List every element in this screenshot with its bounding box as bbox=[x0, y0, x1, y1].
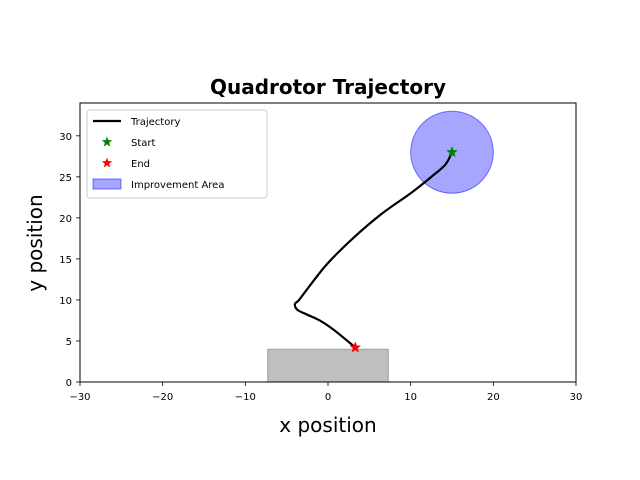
x-tick-label: 10 bbox=[404, 392, 417, 403]
legend-label: End bbox=[131, 159, 150, 170]
y-tick-label: 0 bbox=[66, 378, 72, 389]
chart-title: Quadrotor Trajectory bbox=[210, 75, 446, 99]
y-tick-label: 10 bbox=[59, 296, 72, 307]
y-axis-title: y position bbox=[23, 194, 47, 291]
y-tick-label: 15 bbox=[59, 255, 72, 266]
legend-label: Start bbox=[131, 138, 156, 149]
end-marker bbox=[349, 341, 362, 353]
y-tick-label: 25 bbox=[59, 173, 72, 184]
x-tick-label: 0 bbox=[325, 392, 331, 403]
legend-frame bbox=[86, 109, 268, 199]
legend: Trajectory Start End Improvement Area bbox=[86, 109, 268, 199]
trajectory-line-0 bbox=[293, 151, 453, 349]
x-axis-title: x position bbox=[279, 413, 376, 437]
x-tick-label: −20 bbox=[152, 392, 173, 403]
start-marker bbox=[446, 146, 458, 158]
obstacle-region-1 bbox=[267, 348, 389, 382]
y-tick-label: 20 bbox=[59, 214, 72, 225]
y-tick-label: 30 bbox=[59, 132, 72, 143]
legend-label: Trajectory bbox=[130, 117, 180, 128]
legend-start-swatch bbox=[101, 136, 113, 147]
x-tick-label: 30 bbox=[570, 392, 583, 403]
x-tick-label: 20 bbox=[487, 392, 500, 403]
legend-end-swatch bbox=[101, 157, 113, 168]
x-tick-label: −10 bbox=[235, 392, 256, 403]
legend-label: Improvement Area bbox=[131, 180, 224, 191]
legend-improvement-swatch bbox=[92, 178, 122, 190]
y-tick-label: 5 bbox=[66, 337, 72, 348]
x-tick-label: −30 bbox=[69, 392, 90, 403]
